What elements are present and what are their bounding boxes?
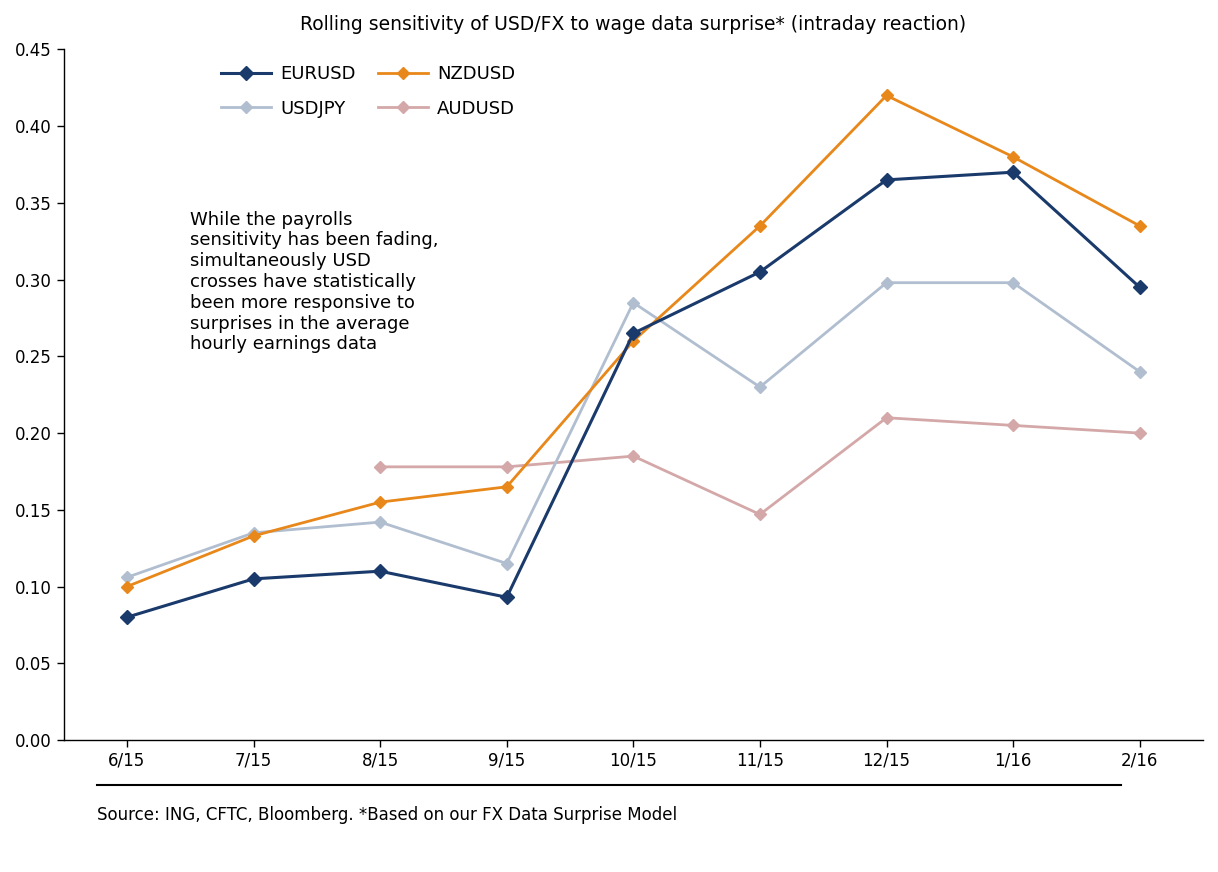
EURUSD bbox=[1006, 167, 1021, 177]
USDJPY bbox=[119, 572, 134, 582]
EURUSD bbox=[879, 174, 894, 185]
AUDUSD bbox=[753, 509, 767, 520]
USDJPY bbox=[626, 297, 641, 308]
Text: While the payrolls
sensitivity has been fading,
simultaneously USD
crosses have : While the payrolls sensitivity has been … bbox=[190, 210, 438, 353]
NZDUSD bbox=[373, 497, 387, 508]
AUDUSD bbox=[626, 451, 641, 461]
AUDUSD bbox=[1006, 420, 1021, 431]
Line: AUDUSD: AUDUSD bbox=[376, 413, 1144, 519]
NZDUSD bbox=[626, 336, 641, 346]
EURUSD bbox=[626, 328, 641, 338]
Line: USDJPY: USDJPY bbox=[123, 278, 1144, 582]
AUDUSD bbox=[499, 461, 514, 472]
Text: Source: ING, CFTC, Bloomberg. *Based on our FX Data Surprise Model: Source: ING, CFTC, Bloomberg. *Based on … bbox=[97, 806, 677, 824]
USDJPY bbox=[246, 528, 261, 538]
Line: EURUSD: EURUSD bbox=[122, 167, 1145, 622]
USDJPY bbox=[373, 517, 387, 528]
EURUSD bbox=[373, 566, 387, 576]
NZDUSD bbox=[753, 221, 767, 231]
EURUSD bbox=[499, 592, 514, 603]
AUDUSD bbox=[373, 461, 387, 472]
Legend: EURUSD, USDJPY, NZDUSD, AUDUSD: EURUSD, USDJPY, NZDUSD, AUDUSD bbox=[220, 65, 515, 118]
NZDUSD bbox=[879, 90, 894, 100]
EURUSD bbox=[246, 574, 261, 584]
USDJPY bbox=[879, 277, 894, 288]
NZDUSD bbox=[499, 481, 514, 492]
AUDUSD bbox=[879, 412, 894, 423]
USDJPY bbox=[753, 382, 767, 392]
EURUSD bbox=[1133, 282, 1147, 292]
AUDUSD bbox=[1133, 428, 1147, 439]
NZDUSD bbox=[1133, 221, 1147, 231]
USDJPY bbox=[1006, 277, 1021, 288]
Line: NZDUSD: NZDUSD bbox=[123, 92, 1144, 590]
NZDUSD bbox=[119, 582, 134, 592]
Title: Rolling sensitivity of USD/FX to wage data surprise* (intraday reaction): Rolling sensitivity of USD/FX to wage da… bbox=[301, 15, 966, 34]
NZDUSD bbox=[1006, 152, 1021, 162]
EURUSD bbox=[753, 267, 767, 277]
NZDUSD bbox=[246, 531, 261, 542]
USDJPY bbox=[1133, 366, 1147, 377]
USDJPY bbox=[499, 558, 514, 569]
EURUSD bbox=[119, 612, 134, 623]
